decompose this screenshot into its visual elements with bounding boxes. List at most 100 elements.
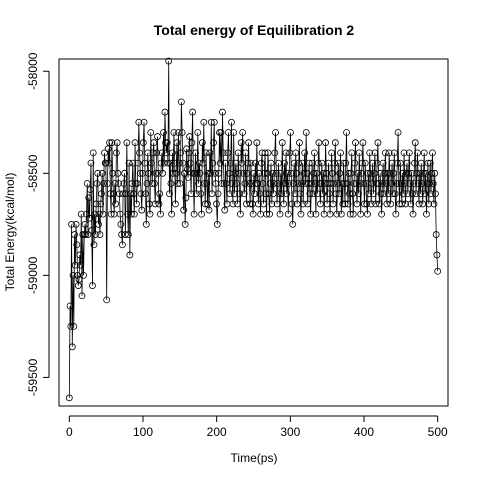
data-point (121, 169, 129, 177)
data-point (391, 190, 399, 198)
plot-frame (58, 58, 449, 407)
data-point (186, 133, 194, 140)
data-point (237, 210, 244, 218)
data-point (228, 180, 236, 187)
data-point (194, 129, 202, 136)
data-point (126, 251, 134, 259)
data-point (434, 267, 442, 275)
data-point (261, 149, 269, 157)
data-point (339, 200, 347, 208)
data-point (354, 169, 362, 177)
data-point (409, 210, 417, 218)
data-point (301, 149, 309, 157)
data-point (414, 180, 422, 187)
data-point (368, 180, 376, 187)
data-point (89, 149, 97, 157)
data-point (130, 190, 137, 198)
data-point (131, 139, 139, 147)
data-point (361, 200, 368, 208)
data-point (394, 129, 402, 136)
data-point (405, 169, 412, 177)
data-point (245, 180, 253, 187)
data-point (210, 139, 217, 147)
data-point (149, 149, 157, 157)
data-point (87, 159, 95, 167)
data-point (274, 180, 282, 187)
data-point (172, 200, 179, 208)
data-point (66, 302, 74, 310)
data-point (290, 159, 298, 167)
data-point (272, 129, 279, 136)
data-point (124, 210, 131, 218)
data-point (278, 139, 286, 147)
data-point (98, 169, 106, 177)
data-point (192, 149, 199, 157)
data-point (93, 180, 101, 187)
data-point (200, 118, 208, 126)
x-axis: 0 100 200 300 400 500 (66, 415, 448, 439)
data-point (204, 169, 212, 177)
data-point (327, 180, 335, 187)
data-point (86, 186, 94, 194)
data-point (360, 180, 368, 187)
data-point (216, 159, 224, 167)
data-point (159, 169, 167, 177)
data-point (296, 190, 304, 198)
data-point (263, 210, 270, 218)
data-point (312, 210, 320, 218)
data-point (112, 149, 120, 157)
data-point (124, 231, 132, 238)
data-point (240, 190, 248, 198)
data-point (233, 180, 241, 187)
data-point (166, 159, 174, 167)
data-point (378, 180, 386, 187)
data-point (295, 159, 303, 167)
data-point (201, 200, 209, 208)
data-point (241, 180, 249, 187)
data-point (287, 129, 294, 136)
data-point (329, 200, 337, 208)
data-point (166, 190, 173, 198)
data-point (103, 296, 111, 304)
data-point (181, 220, 189, 228)
data-point (426, 159, 434, 167)
data-point (337, 149, 344, 157)
data-point (376, 169, 384, 177)
data-point (417, 159, 425, 167)
data-point (77, 261, 84, 269)
data-point (363, 200, 371, 208)
data-point (390, 149, 398, 157)
data-point (183, 165, 191, 173)
data-point (315, 139, 323, 147)
data-point (420, 169, 427, 177)
data-point (111, 180, 119, 187)
data-point (120, 180, 128, 187)
data-point (407, 200, 415, 208)
data-point (90, 241, 98, 249)
data-point (69, 271, 77, 279)
data-point (65, 394, 73, 402)
data-point (281, 159, 288, 167)
data-point (136, 169, 144, 177)
data-point (75, 276, 83, 283)
data-point (127, 210, 135, 218)
data-point (183, 145, 191, 153)
data-point (335, 190, 343, 198)
data-point (158, 149, 166, 157)
x-tick-label: 200 (207, 425, 227, 439)
data-point (328, 149, 335, 157)
data-point (290, 180, 297, 187)
data-point (184, 173, 192, 181)
data-point (229, 200, 237, 208)
data-point (352, 180, 360, 187)
data-point (313, 190, 321, 198)
data-point (76, 251, 84, 259)
data-point (115, 180, 123, 187)
data-point (283, 190, 291, 198)
data-point (81, 220, 89, 228)
data-point (148, 159, 155, 167)
data-point (163, 139, 171, 147)
data-point (152, 169, 160, 177)
data-point (130, 210, 138, 218)
data-point (272, 169, 280, 177)
